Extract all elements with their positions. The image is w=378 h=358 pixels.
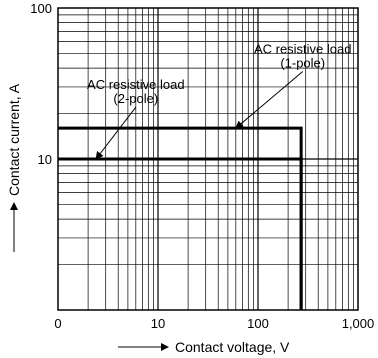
x-tick-label: 10 [151, 316, 165, 331]
annotation-1-line-2: (1-pole) [280, 55, 325, 70]
annotation-2-line-1: AC resistive load [87, 77, 185, 92]
x-axis-label-group: Contact voltage, V [118, 339, 290, 355]
y-axis-label: Contact current, A [6, 83, 22, 196]
y-tick-label: 100 [30, 1, 52, 16]
x-tick-label: 1,000 [342, 316, 375, 331]
y-tick-label: 10 [38, 152, 52, 167]
annotation-1-line-1: AC resistive load [254, 41, 352, 56]
x-tick-label: 0 [54, 316, 61, 331]
annotation-2-arrow [95, 106, 137, 160]
tick-label-layer: 0 10 100 1,000 10 100 [30, 1, 374, 331]
series-line-2 [58, 157, 303, 310]
x-tick-label: 100 [247, 316, 269, 331]
annotation-1-arrow [235, 71, 304, 129]
x-axis-label: Contact voltage, V [175, 339, 290, 355]
series-layer [58, 126, 303, 310]
annotation-2-line-2: (2-pole) [113, 91, 158, 106]
y-axis-label-group: Contact current, A [6, 83, 22, 252]
annotation-layer: AC resistive load(1-pole)AC resistive lo… [87, 41, 352, 160]
